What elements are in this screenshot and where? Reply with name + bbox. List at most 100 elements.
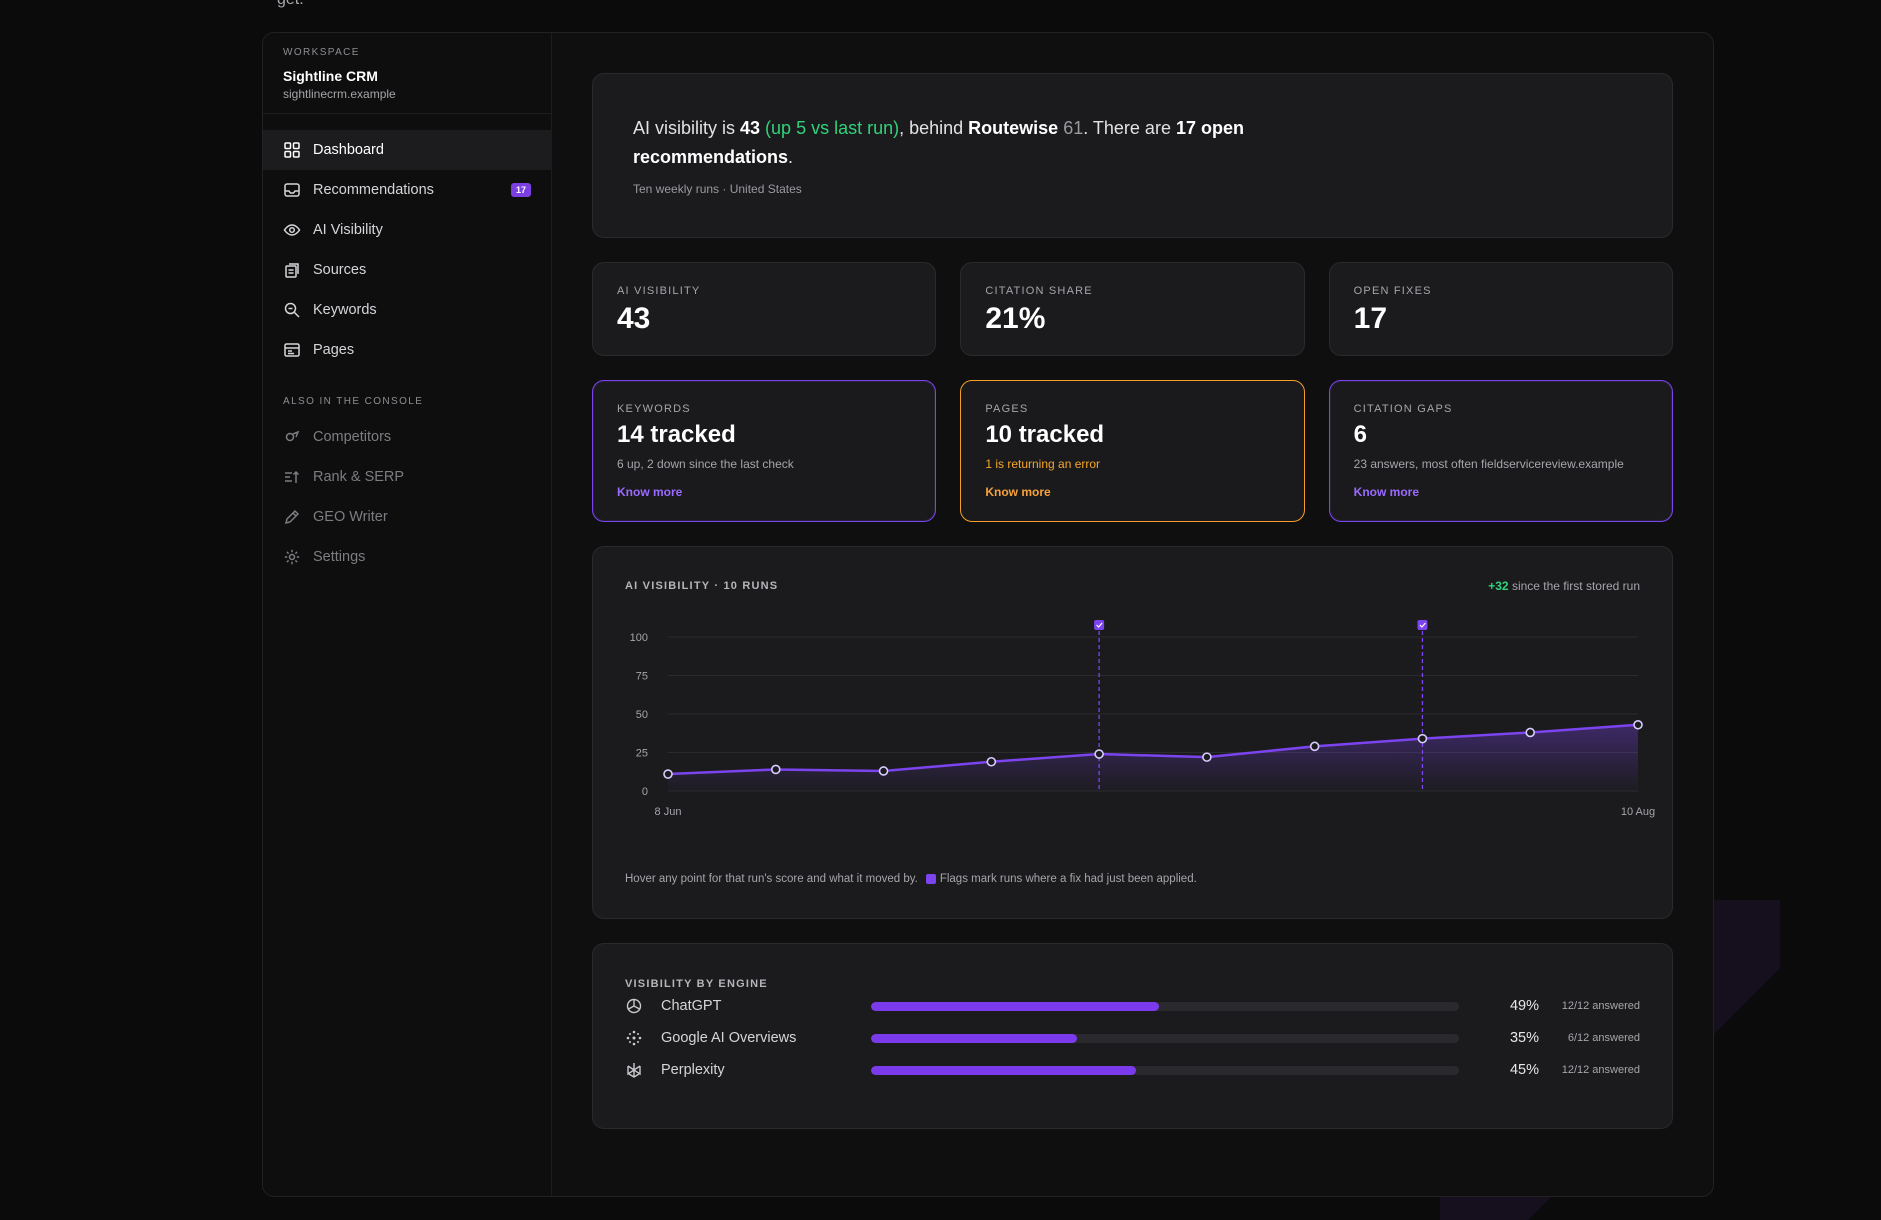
pages-card[interactable]: PAGES 10 tracked 1 is returning an error… [960,380,1305,522]
rank-icon [283,468,301,486]
eye-icon [283,221,301,239]
search-icon [283,301,301,319]
card-label: KEYWORDS [617,403,691,415]
stat-open-fixes: OPEN FIXES 17 [1328,262,1673,356]
engine-bar [871,1001,1459,1011]
data-point[interactable] [1094,749,1104,759]
engine-answered: 12/12 answered [1561,1000,1640,1012]
data-point[interactable] [1202,752,1212,762]
data-point[interactable] [1417,733,1428,744]
chart-delta-text: since the first stored run [1508,579,1640,593]
data-point[interactable] [1309,741,1320,752]
engine-name: Perplexity [661,1062,725,1078]
card-label: PAGES [985,403,1029,415]
data-point[interactable] [986,756,997,767]
stat-ai-visibility: AI VISIBILITY 43 [592,262,937,356]
summary-fragment: . [788,147,794,167]
stat-value: 21% [985,302,1046,335]
grid-icon [283,141,301,159]
nav-item-geo-writer[interactable]: GEO Writer [263,497,551,537]
visibility-chart-card: AI VISIBILITY · 10 RUNS +32 since the fi… [592,546,1673,919]
engine-row-google[interactable]: Google AI Overviews 35% 6/12 answered [625,1022,1640,1054]
line-chart[interactable]: 0 25 50 75 100 8 Jun 10 Aug [593,617,1674,867]
nav-item-keywords[interactable]: Keywords [263,290,551,330]
main-content: AI visibility is 43 (up 5 vs last run), … [552,33,1713,1196]
know-more-link[interactable]: Know more [617,485,683,499]
nav-item-label: Settings [313,549,366,565]
y-tick-label: 75 [636,671,648,683]
chart-hint: Hover any point for that run's score and… [625,873,918,885]
chart-title: AI VISIBILITY · 10 RUNS [625,580,779,592]
citation-gaps-card[interactable]: CITATION GAPS 6 23 answers, most often f… [1328,380,1673,522]
nav-item-settings[interactable]: Settings [263,537,551,577]
nav-item-competitors[interactable]: Competitors [263,417,551,457]
card-value: 6 [1353,421,1368,448]
workspace-name: Sightline CRM [283,68,378,84]
workspace-domain: sightlinecrm.example [283,87,396,101]
keywords-card[interactable]: KEYWORDS 14 tracked 6 up, 2 down since t… [592,380,937,522]
summary-text: AI visibility is 43 (up 5 vs last run), … [633,114,1313,172]
engine-bar-fill [871,1065,1136,1075]
summary-fragment: AI visibility is [633,118,741,138]
console-nav: Competitors Rank & SERP GEO Writer Setti… [263,417,551,577]
chart-note: Hover any point for that run's score and… [625,873,1197,885]
data-point[interactable] [1525,727,1536,738]
engine-bar [871,1033,1459,1043]
data-point[interactable] [770,764,781,775]
y-tick-label: 50 [636,709,648,721]
nav-item-sources[interactable]: Sources [263,250,551,290]
nav-item-label: Recommendations [313,182,434,198]
summary-open-recs: 17 open recommendations [633,118,1244,167]
engine-row-perplexity[interactable]: Perplexity 45% 12/12 answered [625,1054,1640,1086]
sidebar: WORKSPACE Sightline CRM sightlinecrm.exa… [263,33,552,1196]
workspace-switcher[interactable]: WORKSPACE Sightline CRM sightlinecrm.exa… [263,33,551,114]
x-tick-label: 8 Jun [655,806,682,818]
summary-competitor-score: 61 [1058,118,1084,138]
nav-item-rank-serp[interactable]: Rank & SERP [263,457,551,497]
console-section-label: ALSO IN THE CONSOLE [283,396,424,407]
truncated-text: get. [277,0,304,9]
summary-fragment: . There are [1083,118,1176,138]
recommendations-count-badge: 17 [510,183,531,197]
workspace-kicker: WORKSPACE [283,47,360,58]
know-more-link[interactable]: Know more [1353,485,1419,499]
nav-item-label: AI Visibility [313,222,383,238]
engine-answered: 12/12 answered [1561,1064,1640,1076]
nav-item-label: GEO Writer [313,509,388,525]
y-tick-label: 100 [630,632,648,644]
data-point[interactable] [878,766,889,776]
summary-competitor: Routewise [968,118,1059,138]
summary-score: 43 [740,118,761,138]
inbox-icon [283,181,301,199]
nav-item-recommendations[interactable]: Recommendations 17 [263,170,551,210]
nav-item-label: Pages [313,342,355,358]
fix-flag-marker [1094,620,1105,630]
nav-item-label: Keywords [313,302,377,318]
card-value: 10 tracked [985,421,1105,448]
nav-item-label: Rank & SERP [313,469,405,485]
data-point[interactable] [663,769,673,779]
nav-item-label: Competitors [313,429,392,445]
card-description: 6 up, 2 down since the last check [617,457,794,471]
stat-label: OPEN FIXES [1353,285,1432,297]
engine-percent: 45% [1509,1062,1539,1078]
nav-item-dashboard[interactable]: Dashboard [263,130,551,170]
data-point[interactable] [1633,719,1643,730]
series-line [667,723,1639,776]
know-more-link[interactable]: Know more [985,485,1051,499]
stat-value: 17 [1353,302,1388,335]
card-description: 23 answers, most often fieldservicerevie… [1353,457,1624,471]
engines-title: VISIBILITY BY ENGINE [625,978,768,990]
chart-delta-value: +32 [1488,579,1509,593]
y-tick-label: 25 [636,748,648,760]
y-tick-label: 0 [642,786,648,798]
engine-answered: 6/12 answered [1567,1032,1640,1044]
nav-item-ai-visibility[interactable]: AI Visibility [263,210,551,250]
nav-item-pages[interactable]: Pages [263,330,551,370]
card-label: CITATION GAPS [1353,403,1453,415]
stat-label: AI VISIBILITY [617,285,701,297]
engine-bar-fill [871,1033,1077,1043]
fix-flag-marker [1417,620,1428,630]
engine-row-chatgpt[interactable]: ChatGPT 49% 12/12 answered [625,990,1640,1022]
engine-name: ChatGPT [661,998,722,1014]
